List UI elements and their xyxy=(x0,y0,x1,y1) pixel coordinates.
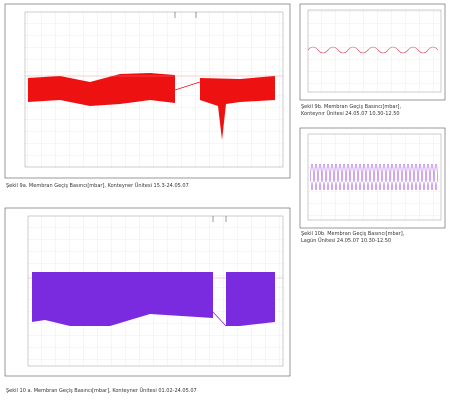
caption-line: Şekil 9b. Membran Geçiş Basıncı[mbar], xyxy=(301,104,402,110)
caption-10b: Şekil 10b. Membran Geçiş Basıncı[mbar], … xyxy=(301,231,404,245)
caption-10a: Şekil 10 a. Membran Geçiş Basıncı[mbar],… xyxy=(6,388,197,395)
caption-line: Konteynır Ünitesi 24.05.07 10.30-12.50 xyxy=(301,111,400,117)
caption-9b: Şekil 9b. Membran Geçiş Basıncı[mbar], K… xyxy=(301,104,401,118)
figure-9a xyxy=(4,3,291,179)
caption-line: Şekil 10 a. Membran Geçiş Basıncı[mbar],… xyxy=(6,388,197,394)
caption-line: Lagün Ünitesi 24.05.07 10.30-12.50 xyxy=(301,238,392,244)
figure-9b xyxy=(299,3,446,101)
caption-line: Şekil 10b. Membran Geçiş Basıncı[mbar], xyxy=(301,231,405,237)
caption-9a: Şekil 9a. Membran Geçiş Basıncı[mbar], K… xyxy=(6,183,189,190)
figure-10a xyxy=(4,207,291,377)
figure-10b xyxy=(299,127,446,229)
caption-line: Şekil 9a. Membran Geçiş Basıncı[mbar], K… xyxy=(6,183,189,189)
